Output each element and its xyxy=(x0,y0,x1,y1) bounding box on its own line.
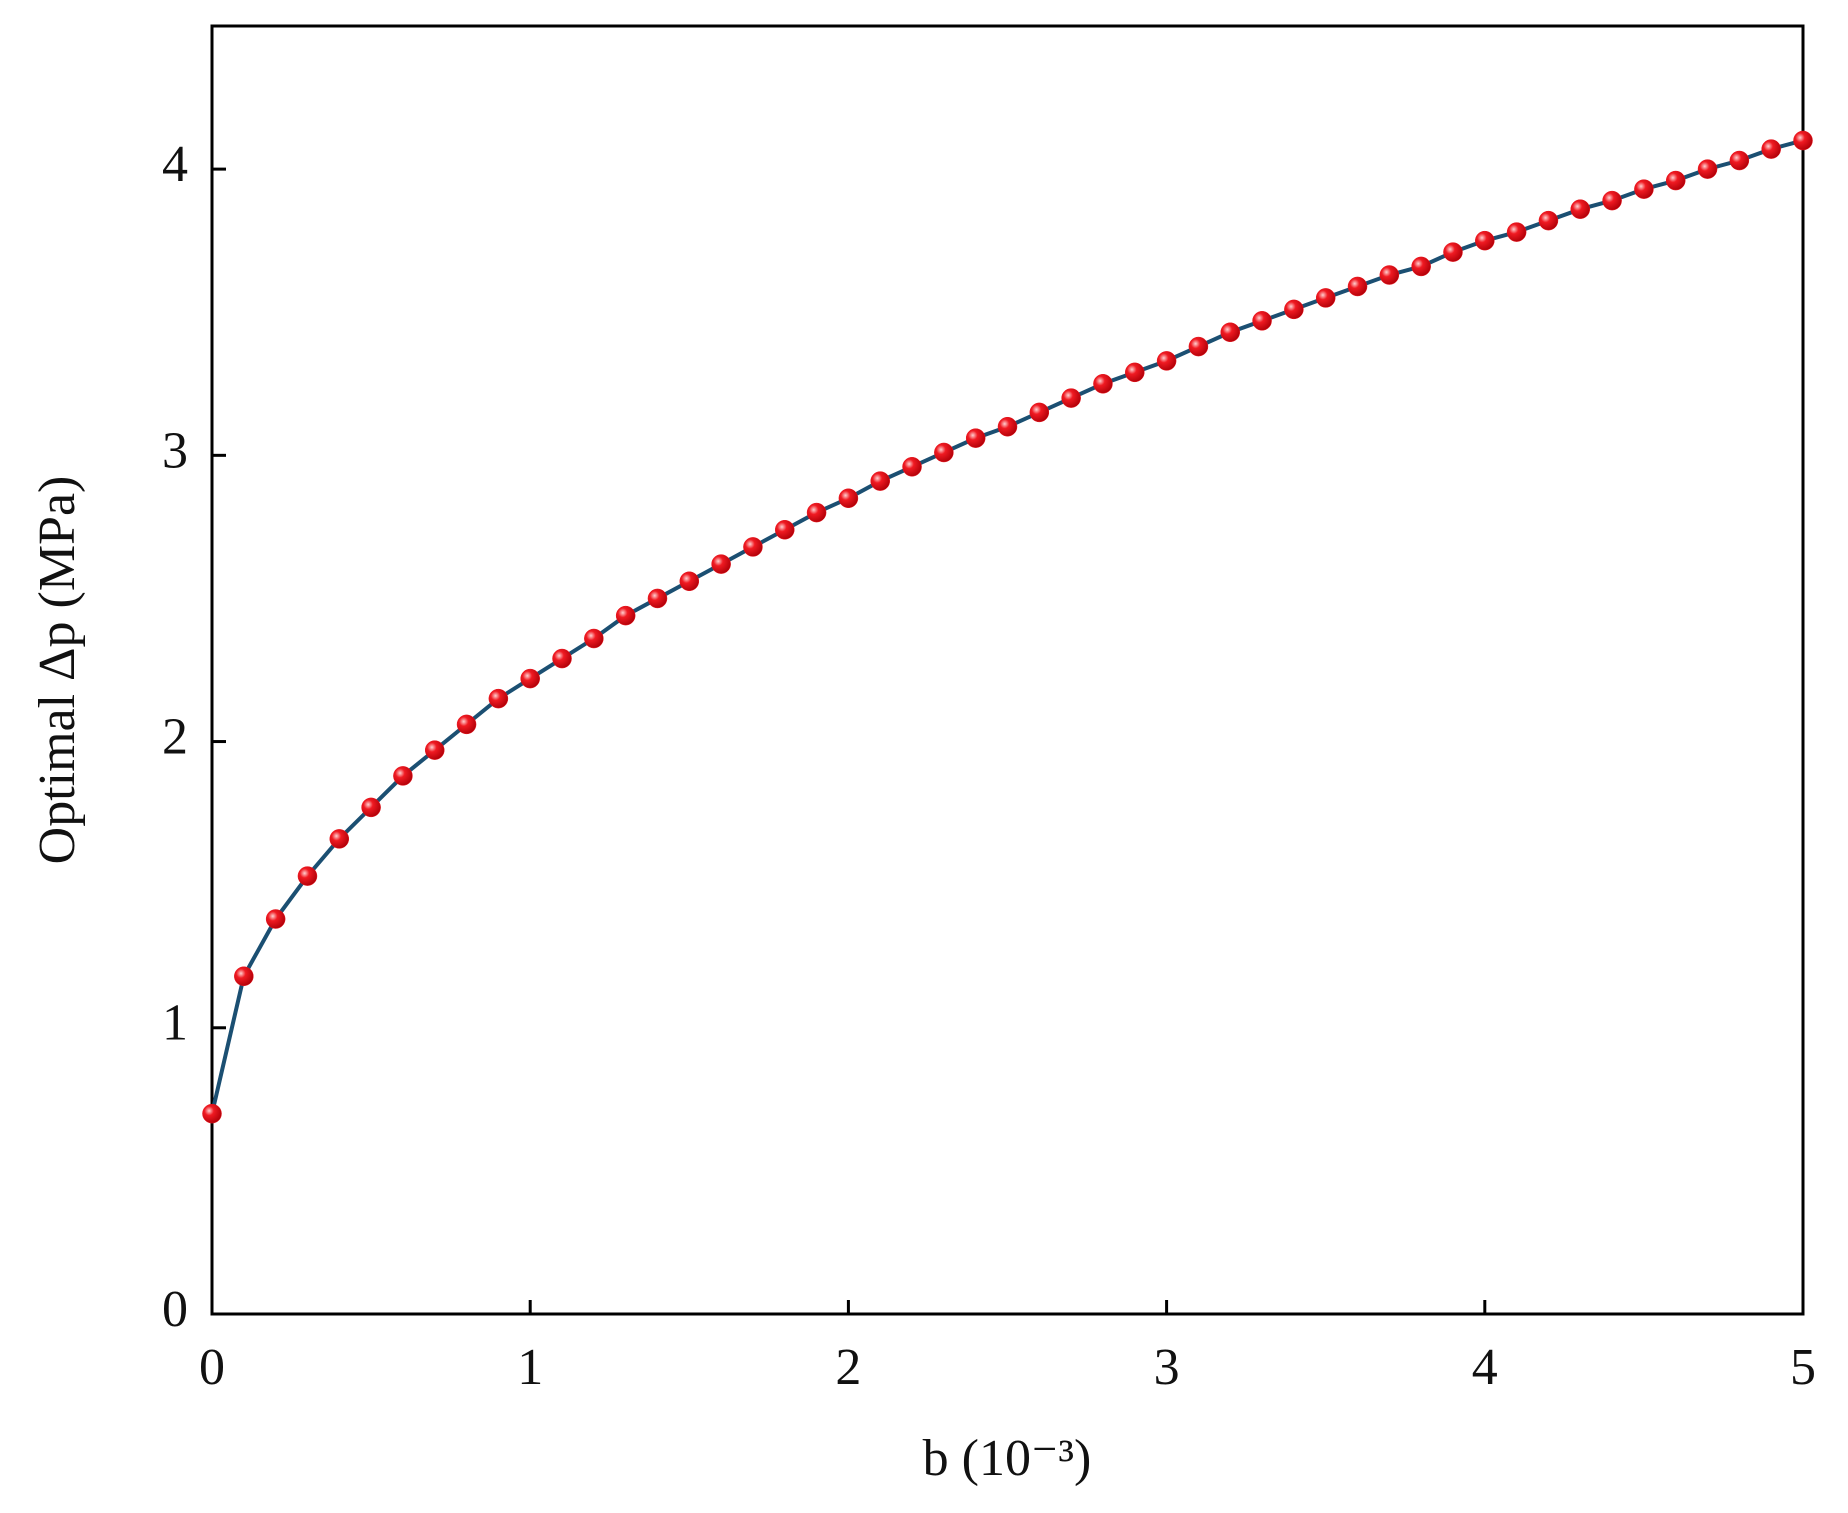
data-point xyxy=(1570,199,1591,219)
data-point xyxy=(1029,402,1050,423)
data-point xyxy=(329,829,350,849)
data-point xyxy=(743,537,763,557)
x-tick-label: 3 xyxy=(1154,1339,1180,1396)
x-tick-label: 0 xyxy=(199,1339,225,1396)
data-point xyxy=(584,628,604,649)
data-point xyxy=(1506,222,1527,242)
data-point xyxy=(361,797,381,818)
data-point xyxy=(775,520,795,540)
y-axis-label: Optimal Δp (MPa) xyxy=(29,476,86,865)
data-point xyxy=(552,648,572,669)
data-line xyxy=(210,138,1804,1115)
data-point xyxy=(997,416,1018,437)
data-point xyxy=(297,866,318,886)
data-point xyxy=(1379,265,1400,285)
data-point xyxy=(1156,351,1177,371)
data-point xyxy=(1093,374,1113,394)
data-point xyxy=(393,766,413,786)
data-point xyxy=(202,1103,222,1124)
data-point xyxy=(1220,322,1240,343)
y-tick-label: 3 xyxy=(162,422,188,479)
data-point xyxy=(1761,139,1781,159)
data-point xyxy=(1284,299,1304,320)
data-point xyxy=(679,571,700,592)
y-tick-label: 0 xyxy=(162,1281,188,1338)
plot-frame xyxy=(210,24,1805,1316)
x-tick-label: 2 xyxy=(835,1339,861,1396)
x-axis-label: b (10⁻³) xyxy=(923,1430,1092,1487)
data-point xyxy=(902,457,922,477)
data-point xyxy=(647,588,668,609)
data-point xyxy=(1443,242,1463,262)
data-point xyxy=(424,740,445,760)
data-point xyxy=(456,714,477,735)
data-point xyxy=(1665,170,1686,191)
y-tick-label: 4 xyxy=(162,136,188,193)
data-point xyxy=(520,668,540,689)
data-point xyxy=(615,605,636,626)
data-point xyxy=(1793,130,1813,151)
data-point xyxy=(1252,311,1272,331)
data-point xyxy=(1602,190,1622,211)
data-point xyxy=(1125,362,1145,383)
data-point xyxy=(1729,150,1750,171)
data-point xyxy=(1411,256,1431,277)
data-point xyxy=(1347,276,1368,297)
y-tick-label: 1 xyxy=(162,995,188,1052)
data-point xyxy=(1315,288,1336,308)
x-tick-label: 1 xyxy=(517,1339,543,1396)
data-point xyxy=(1188,336,1209,357)
x-tick-label: 5 xyxy=(1790,1339,1816,1396)
data-point xyxy=(965,428,986,448)
data-point xyxy=(1061,388,1081,408)
data-point xyxy=(265,909,286,929)
data-point xyxy=(711,554,731,574)
y-tick-label: 2 xyxy=(162,708,188,765)
data-point xyxy=(234,966,254,987)
data-point xyxy=(934,442,954,463)
data-point xyxy=(1634,179,1654,199)
data-point xyxy=(838,488,859,509)
data-point xyxy=(806,502,827,523)
data-point xyxy=(1538,210,1559,231)
data-point xyxy=(1697,159,1718,179)
data-point xyxy=(870,471,890,491)
x-tick-label: 4 xyxy=(1472,1339,1498,1396)
data-point xyxy=(488,688,509,709)
data-point xyxy=(1475,230,1495,251)
